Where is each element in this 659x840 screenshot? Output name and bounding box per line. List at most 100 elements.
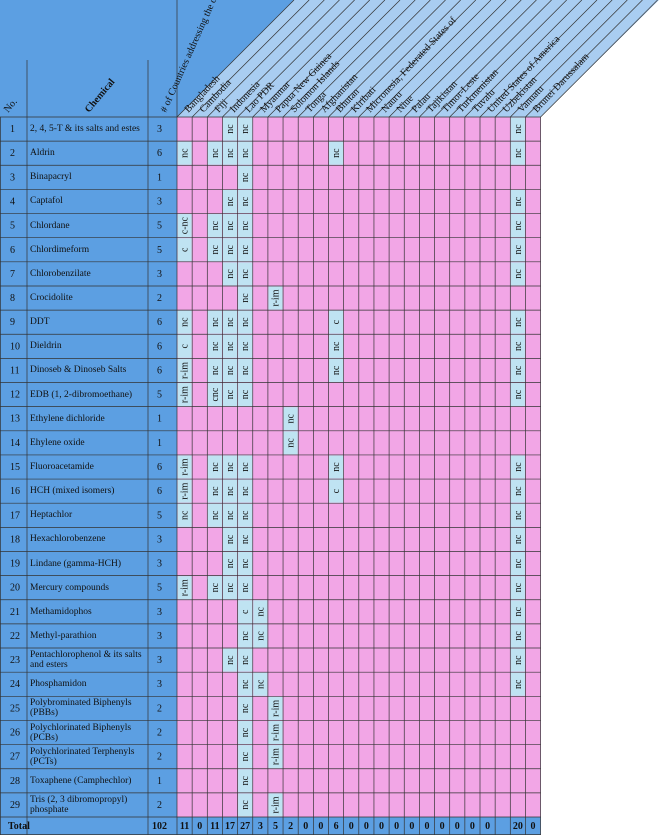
code-cell	[253, 600, 268, 624]
code-cell	[510, 238, 525, 262]
total-cell: 11	[210, 821, 219, 832]
row-count: 3	[157, 655, 162, 666]
header-divider	[388, 0, 507, 118]
code-cell	[510, 310, 525, 334]
code-text: nc	[210, 220, 221, 230]
code-text: nc	[210, 244, 221, 254]
code-cell	[238, 117, 253, 141]
code-cell	[222, 479, 238, 503]
code-cell	[238, 238, 253, 262]
chemical-cell: Methyl-parathion	[30, 631, 96, 641]
row-no: 14	[10, 438, 20, 449]
row-count: 2	[157, 728, 162, 739]
code-text: nc	[240, 462, 251, 472]
header-divider	[343, 0, 461, 118]
code-text: r-im	[270, 748, 281, 765]
chemical-name: Dinoseb & Dinoseb Salts	[30, 365, 127, 376]
header-divider	[252, 0, 370, 118]
code-text: nc	[240, 269, 251, 279]
code-text: nc	[513, 148, 524, 158]
total-cell: 0	[424, 821, 429, 832]
chemical-name: Ehylene oxide	[30, 437, 85, 448]
code-text: nc	[210, 365, 221, 375]
code-text: nc	[225, 534, 236, 544]
chemical-name: EDB (1, 2-dibromoethane)	[30, 389, 133, 400]
row-no: 4	[10, 196, 15, 207]
row-no: 13	[10, 414, 20, 425]
chemical-cell: Ehylene oxide	[30, 437, 85, 448]
row-no: 7	[10, 269, 15, 280]
code-cell	[177, 358, 192, 383]
row-count: 1	[157, 438, 162, 449]
chemical-cell: EDB (1, 2-dibromoethane)	[30, 389, 133, 400]
code-cell	[238, 479, 253, 503]
row-no: 2	[10, 148, 15, 159]
code-cell	[329, 334, 344, 358]
row-count: 3	[157, 559, 162, 570]
row-no: 26	[10, 728, 20, 739]
code-text: nc	[225, 486, 236, 496]
code-cell	[268, 696, 283, 720]
code-cell	[268, 286, 283, 310]
chemical-cell: Captafol	[30, 196, 63, 206]
code-text: cnc	[210, 387, 221, 401]
header-divider	[176, 0, 295, 118]
chemical-cell: Hexachlorobenzene	[30, 534, 105, 544]
code-cell	[510, 551, 525, 576]
code-cell	[238, 672, 253, 696]
code-text: nc	[331, 341, 342, 351]
row-no: 11	[10, 365, 20, 376]
code-text: nc	[331, 148, 342, 158]
code-text: nc	[240, 655, 251, 665]
row-no: 18	[10, 534, 20, 545]
code-cell	[510, 648, 525, 672]
code-cell	[510, 262, 525, 286]
code-text: nc	[240, 727, 251, 737]
total-cell: 0	[318, 821, 323, 832]
row-no: 15	[10, 462, 20, 473]
chemical-cell: Aldrin	[30, 148, 55, 158]
code-cell	[222, 648, 238, 672]
code-cell	[238, 310, 253, 334]
code-cell	[177, 310, 192, 334]
header-divider	[282, 0, 401, 118]
code-cell	[510, 214, 525, 238]
row-no: 10	[10, 341, 20, 352]
total-cell: 0	[394, 821, 399, 832]
code-text: nc	[240, 703, 251, 713]
code-text: nc	[240, 800, 251, 810]
code-cell	[510, 383, 525, 407]
chemical-cell: Dieldrin	[30, 341, 62, 351]
row-no: 8	[10, 293, 15, 304]
code-cell	[510, 189, 525, 214]
code-cell	[329, 358, 344, 383]
code-cell	[329, 141, 344, 165]
code-cell	[268, 793, 283, 817]
chemical-cell: Polychlorinated Terphenyls (PCTs)	[30, 747, 134, 767]
total-cell: 0	[485, 821, 490, 832]
code-cell	[510, 334, 525, 358]
header-divider	[510, 0, 628, 118]
code-cell	[222, 576, 238, 600]
row-no: 24	[10, 679, 20, 690]
chemical-cell: Chlorobenzilate	[30, 269, 91, 279]
code-text: r-im	[180, 482, 191, 499]
code-cell	[238, 648, 253, 672]
header-divider	[313, 0, 431, 118]
code-text: nc	[513, 534, 524, 544]
code-cell	[238, 696, 253, 720]
row-count: 2	[157, 752, 162, 763]
code-cell	[177, 141, 192, 165]
chemical-name: Fluoroacetamide	[30, 461, 94, 472]
total-cell: 0	[379, 821, 384, 832]
code-text: nc	[513, 607, 524, 617]
code-cell	[510, 479, 525, 503]
row-no: 12	[10, 390, 20, 401]
row-count: 2	[157, 800, 162, 811]
code-text: nc	[225, 220, 236, 230]
code-text: c	[331, 319, 342, 324]
chemical-name: Heptachlor	[30, 510, 73, 521]
code-cell	[238, 576, 253, 600]
code-cell	[238, 600, 253, 624]
